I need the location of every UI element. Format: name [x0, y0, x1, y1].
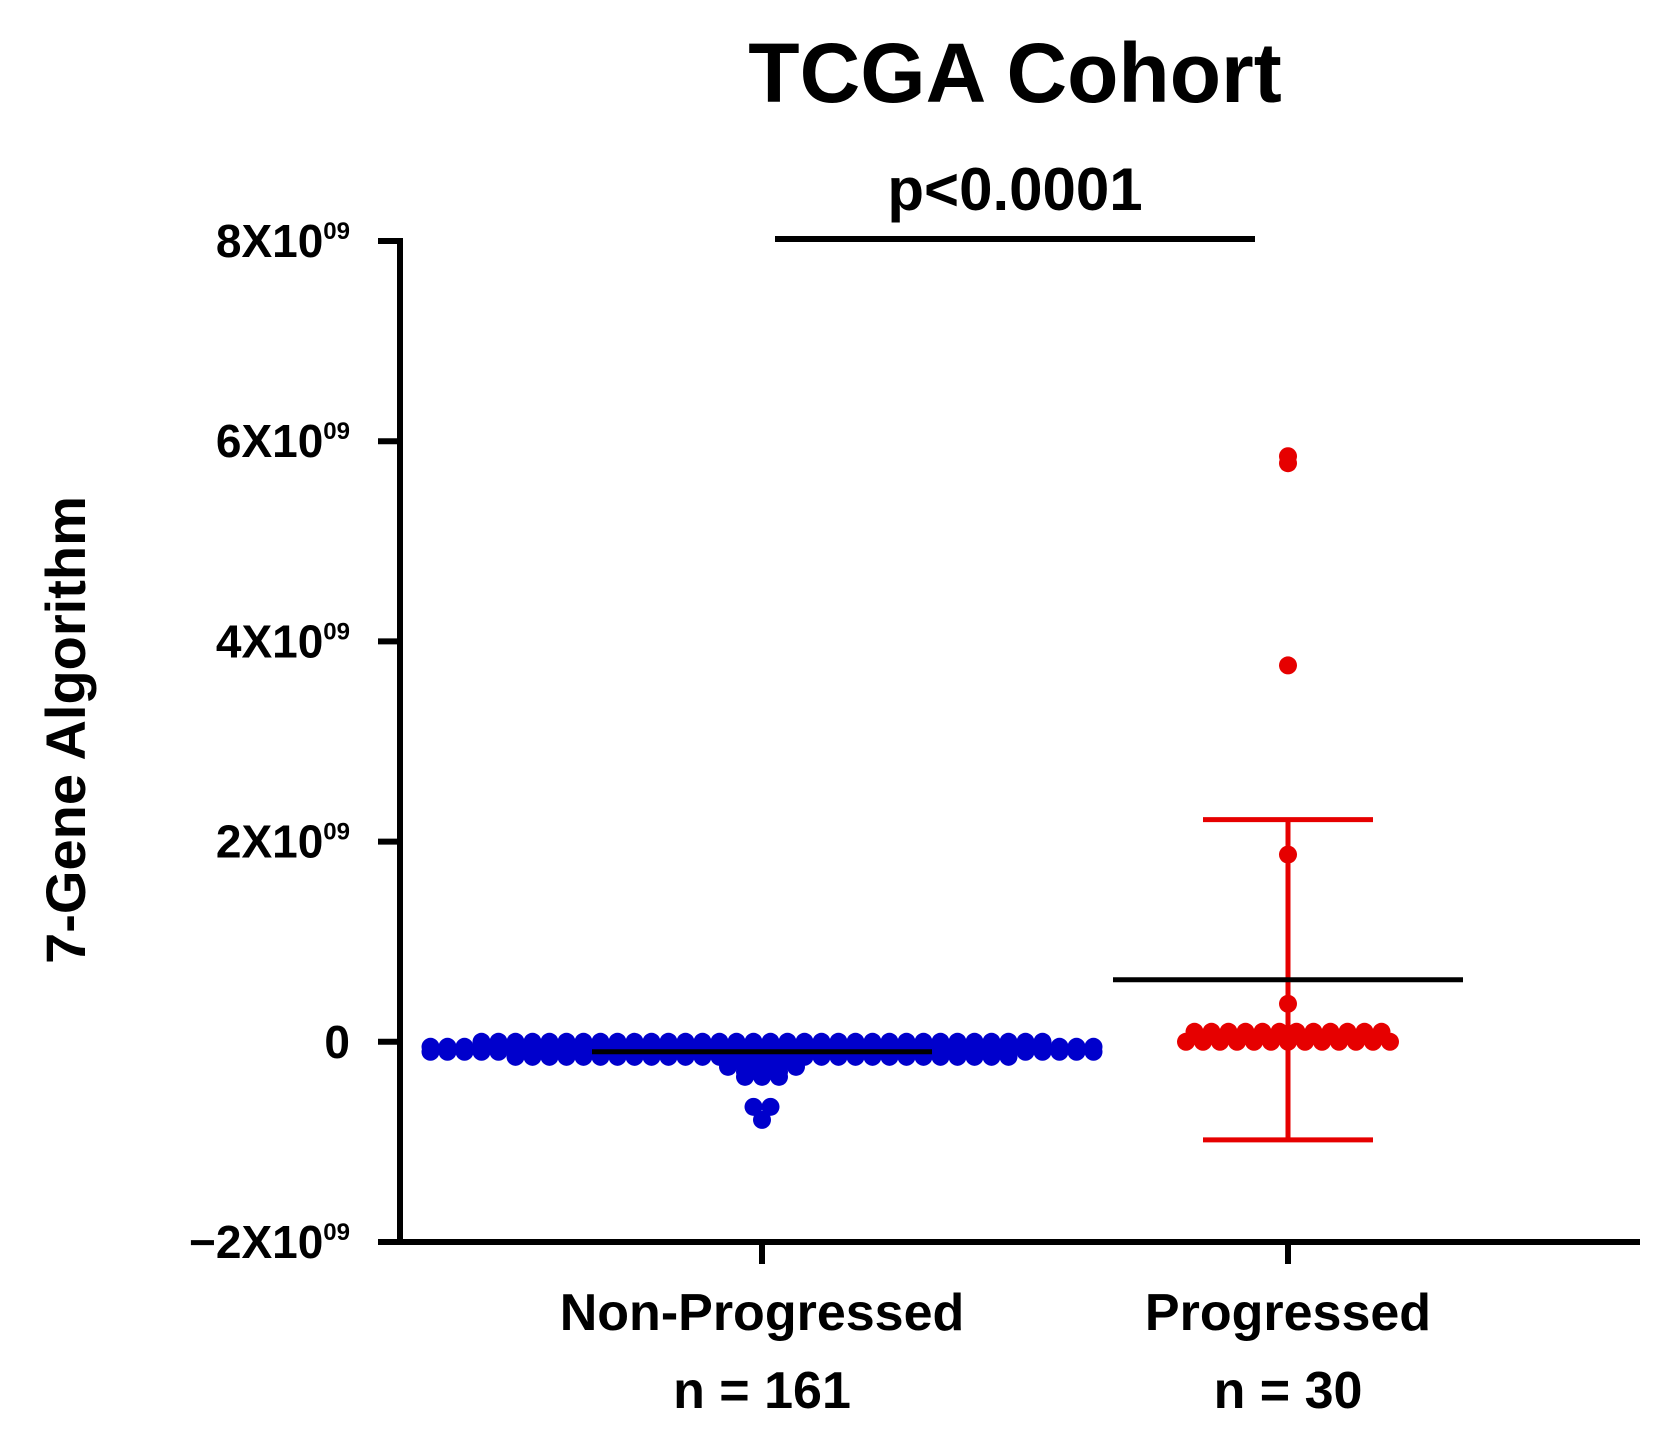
- data-point: [574, 1047, 593, 1066]
- data-point: [787, 1057, 805, 1076]
- data-point: [736, 1067, 754, 1086]
- data-point: [770, 1067, 788, 1086]
- data-point: [472, 1042, 491, 1061]
- data-point: [719, 1057, 737, 1076]
- series-1-points: [1177, 447, 1399, 1051]
- y-axis-label: 7-Gene Algorithm: [34, 496, 97, 964]
- x-category-n-label: n = 30: [1214, 1362, 1363, 1420]
- y-tick-label: 8X1009: [216, 215, 350, 267]
- data-point: [1211, 1032, 1229, 1051]
- data-point: [438, 1042, 457, 1061]
- data-point: [506, 1047, 525, 1066]
- data-point: [1067, 1042, 1086, 1061]
- x-category-label: Progressed: [1145, 1284, 1431, 1342]
- data-point: [421, 1042, 440, 1061]
- data-point: [744, 1097, 763, 1116]
- data-point: [753, 1067, 771, 1086]
- chart-title: TCGA Cohort: [748, 26, 1281, 120]
- data-point: [965, 1047, 984, 1066]
- data-point: [931, 1047, 950, 1066]
- data-point: [1364, 1032, 1382, 1051]
- data-point: [1228, 1032, 1246, 1051]
- x-category-n-label: n = 161: [673, 1362, 851, 1420]
- data-point: [523, 1047, 542, 1066]
- y-tick-label: −2X1009: [189, 1216, 350, 1268]
- y-tick-label: 4X1009: [216, 615, 350, 667]
- data-point: [761, 1097, 780, 1116]
- data-point: [948, 1047, 967, 1066]
- data-point: [999, 1047, 1018, 1066]
- data-point: [1347, 1032, 1365, 1051]
- data-point: [1016, 1042, 1035, 1061]
- data-point: [1381, 1032, 1399, 1051]
- data-point: [489, 1042, 508, 1061]
- axes: [378, 238, 1640, 1264]
- series-0-points: [421, 1032, 1103, 1129]
- x-category-label: Non-Progressed: [560, 1284, 965, 1342]
- data-point: [1084, 1042, 1103, 1061]
- axis-labels: 8X1009 6X1009 4X1009 2X1009 0 −2X1009 Non-Prog…: [189, 215, 1431, 1420]
- data-point: [1245, 1032, 1263, 1051]
- data-point: [1033, 1042, 1052, 1061]
- data-point: [1177, 1032, 1195, 1051]
- data-point: [1279, 454, 1297, 473]
- data-point: [982, 1047, 1001, 1066]
- data-point: [455, 1042, 474, 1061]
- data-point: [557, 1047, 576, 1066]
- data-point: [1262, 1032, 1280, 1051]
- data-marks: [421, 447, 1463, 1143]
- data-point: [1279, 656, 1297, 675]
- data-point: [1330, 1032, 1348, 1051]
- data-point: [753, 1110, 771, 1129]
- y-tick-label: 0: [324, 1016, 350, 1068]
- p-value-annotation: p<0.0001: [887, 156, 1142, 223]
- data-point: [540, 1047, 559, 1066]
- data-point: [1313, 1032, 1331, 1051]
- data-point: [1050, 1042, 1069, 1061]
- y-tick-label: 2X1009: [216, 816, 350, 868]
- y-tick-label: 6X1009: [216, 415, 350, 467]
- data-point: [1194, 1032, 1212, 1051]
- data-point: [1296, 1032, 1314, 1051]
